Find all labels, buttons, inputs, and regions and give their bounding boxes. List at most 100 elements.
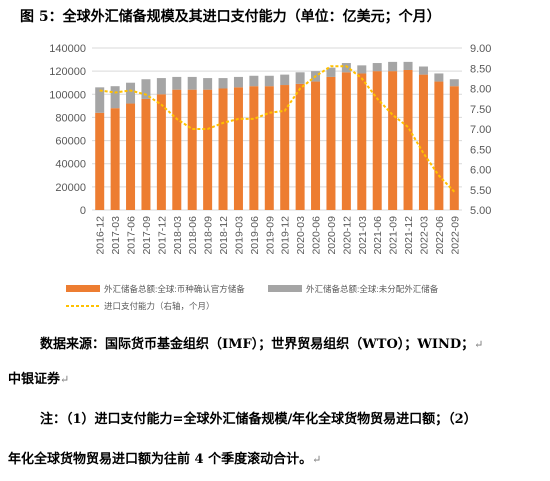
bar-unallocated	[372, 63, 382, 72]
x-tick-label: 2017-06	[126, 216, 138, 255]
x-tick-label: 2021-03	[357, 216, 369, 255]
bar-allocated	[218, 88, 228, 210]
x-axis-ticks: 2016-12 2017-03 2017-06 2017-09 2017-12 2018-…	[95, 216, 462, 255]
legend-label-allocated: 外汇储备总额:全球:币种确认官方储备	[104, 284, 245, 294]
x-tick-label: 2019-06	[249, 216, 261, 255]
x-tick-label: 2019-09	[264, 216, 276, 255]
right-tick-label: 6.50	[470, 144, 491, 156]
bar-allocated	[295, 83, 305, 210]
gridlines	[92, 47, 462, 211]
x-tick-label: 2017-09	[141, 216, 153, 255]
x-tick-label: 2018-09	[203, 216, 215, 255]
note-line-1: 注：（1）进口支付能力=全球外汇储备规模/年化全球货物贸易进口额；（2）	[40, 412, 477, 427]
x-tick-label: 2022-09	[449, 216, 461, 255]
bar-allocated	[156, 94, 166, 210]
left-axis-ticks: 0 20000 40000 60000 80000 100000 120000 140000	[49, 43, 86, 217]
x-tick-label: 2016-12	[95, 216, 107, 255]
x-tick-label: 2019-03	[233, 216, 245, 255]
bar-allocated	[388, 71, 398, 211]
chart-title: 图 5：全球外汇储备规模及其进口支付能力（单位：亿美元；个月）	[20, 9, 441, 25]
bar-allocated	[249, 86, 259, 210]
bar-unallocated	[341, 63, 351, 73]
left-tick-label: 0	[80, 205, 86, 217]
bar-allocated	[372, 71, 382, 211]
x-tick-label: 2022-06	[434, 216, 446, 255]
x-tick-label: 2021-12	[403, 216, 415, 255]
bar-unallocated	[434, 73, 444, 82]
source-line-2: 中银证券	[8, 372, 61, 387]
bar-allocated	[126, 103, 136, 210]
bar-allocated	[187, 89, 197, 210]
bar-unallocated	[141, 79, 151, 99]
bar-unallocated	[110, 86, 120, 109]
bar-allocated	[233, 87, 243, 210]
x-tick-label: 2020-12	[341, 216, 353, 255]
bar-unallocated	[156, 78, 166, 95]
right-tick-label: 7.50	[470, 104, 491, 116]
bar-unallocated	[95, 87, 105, 113]
bar-allocated	[172, 89, 182, 210]
left-tick-label: 20000	[55, 182, 86, 194]
bar-allocated	[357, 73, 367, 210]
right-tick-label: 5.50	[470, 185, 491, 197]
right-tick-label: 6.00	[470, 165, 491, 177]
left-tick-label: 140000	[49, 43, 86, 55]
bar-unallocated	[203, 78, 213, 90]
bar-unallocated	[126, 82, 136, 104]
bar-unallocated	[280, 74, 290, 86]
x-tick-label: 2019-12	[280, 216, 292, 255]
legend-label-line: 进口支付能力（右轴，个月）	[104, 301, 215, 311]
bar-unallocated	[172, 76, 182, 90]
left-tick-label: 60000	[55, 136, 86, 148]
x-tick-label: 2020-03	[295, 216, 307, 255]
bar-unallocated	[418, 66, 428, 75]
bar-unallocated	[249, 75, 259, 87]
x-tick-label: 2021-09	[388, 216, 400, 255]
bar-unallocated	[218, 78, 228, 89]
bar-allocated	[264, 86, 274, 210]
bar-allocated	[418, 74, 428, 210]
bar-allocated	[203, 89, 213, 210]
bar-unallocated	[295, 72, 305, 84]
right-tick-label: 8.00	[470, 84, 491, 96]
legend: 外汇储备总额:全球:币种确认官方储备 外汇储备总额:全球:未分配外汇储备进口支付能…	[66, 284, 439, 311]
bar-unallocated	[403, 61, 413, 70]
bar-allocated	[449, 86, 459, 210]
x-tick-label: 2017-03	[110, 216, 122, 255]
x-tick-label: 2018-03	[172, 216, 184, 255]
bar-allocated	[341, 72, 351, 210]
bar-unallocated	[388, 61, 398, 72]
bar-allocated	[141, 98, 151, 210]
x-tick-label: 2022-03	[418, 216, 430, 255]
legend-label-unallocated: 外汇储备总额:全球:未分配外汇储备	[306, 284, 439, 294]
legend-swatch-allocated	[66, 285, 100, 292]
right-tick-label: 9.00	[470, 43, 491, 55]
right-tick-label: 7.00	[470, 124, 491, 136]
bar-unallocated	[326, 67, 336, 77]
right-axis-ticks: 5.00 5.50 6.00 6.50 7.00 7.50 8.00 8.50 9.00	[470, 43, 491, 217]
right-tick-label: 5.00	[470, 205, 491, 217]
bar-allocated	[403, 69, 413, 210]
bar-unallocated	[233, 76, 243, 88]
x-tick-label: 2020-09	[326, 216, 338, 255]
source-line-1: 数据来源：国际货币基金组织（IMF）；世界贸易组织（WTO）；WIND；	[40, 337, 475, 352]
x-tick-label: 2020-06	[311, 216, 323, 255]
bar-allocated	[110, 108, 120, 210]
x-tick-label: 2017-12	[156, 216, 168, 255]
x-tick-label: 2018-12	[218, 216, 230, 255]
bar-allocated	[326, 76, 336, 210]
bar-series	[95, 61, 459, 211]
left-tick-label: 80000	[55, 112, 86, 124]
bar-allocated	[280, 85, 290, 210]
left-tick-label: 120000	[49, 66, 86, 78]
line-series	[99, 65, 456, 193]
bar-unallocated	[187, 76, 197, 90]
bar-unallocated	[357, 65, 367, 74]
chart: 020000400006000080000100000120000140000 …	[49, 43, 491, 311]
bar-unallocated	[264, 75, 274, 87]
right-tick-label: 8.50	[470, 63, 491, 75]
bar-allocated	[311, 81, 321, 210]
import-capacity-line	[99, 65, 456, 193]
bar-allocated	[95, 112, 105, 210]
legend-swatch-unallocated	[268, 285, 302, 292]
